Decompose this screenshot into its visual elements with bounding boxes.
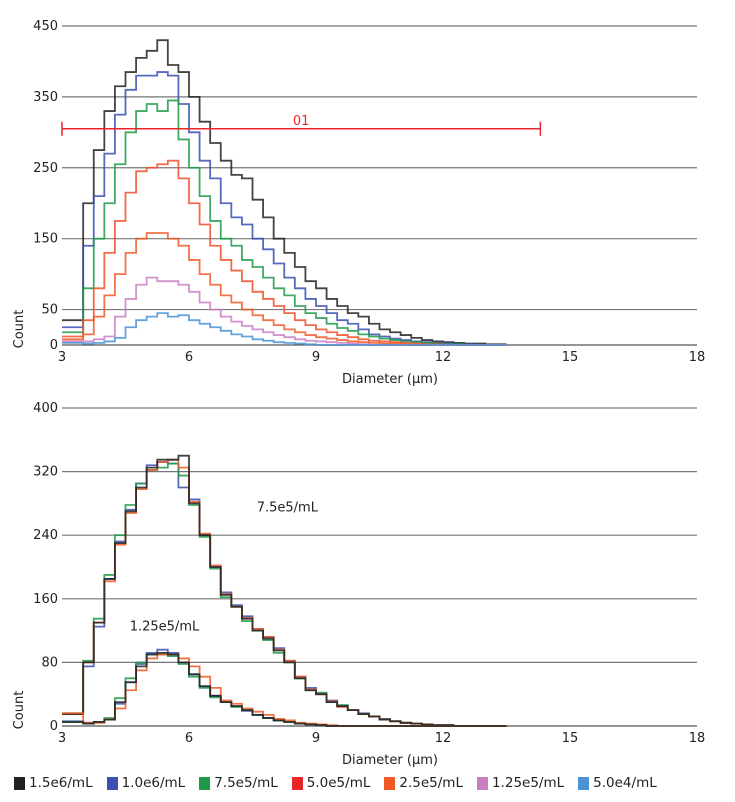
y-axis-label: Count	[12, 691, 27, 730]
x-tick-label: 15	[562, 731, 579, 746]
legend-swatch	[291, 776, 303, 790]
legend-item: 1.25e5/mL	[476, 775, 565, 791]
series-line	[62, 39, 507, 346]
x-tick-label: 3	[58, 731, 66, 746]
x-tick-label: 9	[312, 350, 320, 365]
y-tick-label: 240	[33, 528, 58, 543]
y-tick-label: 150	[33, 232, 58, 247]
y-tick-label: 350	[33, 90, 58, 105]
legend-item: 1.5e6/mL	[14, 775, 93, 791]
series-line	[62, 312, 507, 346]
y-tick-label: 450	[33, 19, 58, 34]
legend-swatch	[14, 776, 25, 790]
annotation-label: 1.25e5/mL	[130, 620, 200, 635]
series-line	[62, 159, 507, 346]
legend-item: 7.5e5/mL	[199, 775, 278, 791]
x-tick-label: 9	[312, 731, 320, 746]
legend-item: 1.0e6/mL	[106, 775, 186, 791]
y-tick-label: 80	[41, 655, 58, 670]
series-line	[62, 71, 507, 346]
legend-swatch	[476, 776, 488, 790]
chart-1: 0 50 150 250 350 450 3 6 9 12 15 18 Diameter (µm) Cou…	[12, 19, 705, 387]
x-tick-label: 6	[185, 731, 193, 746]
legend-label: 5.0e5/mL	[306, 775, 371, 791]
series-line	[62, 454, 507, 727]
x-tick-label: 12	[435, 731, 452, 746]
legend-item: 2.5e5/mL	[384, 775, 463, 791]
x-tick-label: 15	[562, 350, 579, 365]
y-tick-label: 0	[50, 338, 58, 353]
legend-label: 5.0e4/mL	[593, 775, 657, 791]
x-tick-label: 3	[58, 350, 66, 365]
series-line	[62, 232, 507, 346]
legend-swatch	[384, 776, 396, 790]
annotation-label: 7.5e5/mL	[257, 500, 319, 515]
legend-swatch	[199, 776, 211, 790]
chart-2: 0 80 160 240 320 400 3 6 9 12 15 18 Diameter (µm) Cou…	[12, 401, 705, 768]
x-tick-label: 18	[689, 350, 706, 365]
legend-swatch	[578, 776, 590, 790]
y-tick-label: 400	[33, 401, 58, 416]
x-tick-label: 18	[689, 731, 706, 746]
legend-label: 1.25e5/mL	[491, 775, 565, 791]
legend: 1.5e6/mL 1.0e6/mL 7.5e5/mL 5.0e5/mL 2.5e5/mL…	[14, 775, 671, 791]
legend-item: 5.0e4/mL	[578, 775, 657, 791]
y-tick-label: 320	[33, 465, 58, 480]
legend-label: 1.0e6/mL	[121, 775, 186, 791]
legend-swatch	[106, 776, 118, 790]
series-line	[62, 653, 507, 727]
legend-label: 2.5e5/mL	[399, 775, 463, 791]
series-line	[62, 651, 507, 727]
legend-label: 1.5e6/mL	[29, 775, 93, 791]
legend-item: 5.0e5/mL	[291, 775, 371, 791]
x-axis-label: Diameter (µm)	[342, 753, 438, 768]
y-axis-label: Count	[12, 310, 27, 349]
x-tick-label: 12	[435, 350, 452, 365]
legend-label: 7.5e5/mL	[214, 775, 278, 791]
y-tick-label: 250	[33, 161, 58, 176]
y-tick-label: 160	[33, 592, 58, 607]
x-axis-label: Diameter (µm)	[342, 372, 438, 387]
y-tick-label: 0	[50, 719, 58, 734]
x-tick-label: 6	[185, 350, 193, 365]
y-tick-label: 50	[41, 303, 58, 318]
gate-label: 01	[293, 114, 310, 129]
